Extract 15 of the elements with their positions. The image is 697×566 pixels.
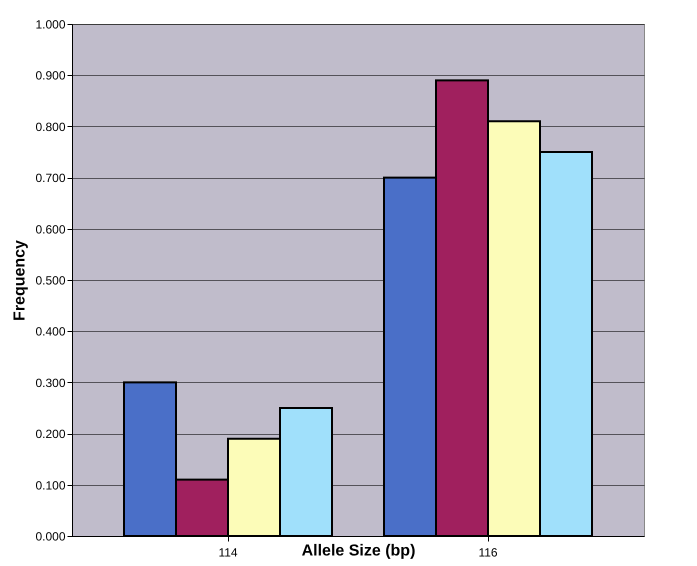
x-tick-label: 116 — [478, 546, 498, 560]
y-tick-label: 0.500 — [35, 274, 66, 288]
y-tick-label: 0.600 — [35, 222, 66, 236]
y-tick-label: 0.100 — [35, 478, 66, 492]
y-tick-label: 0.000 — [35, 530, 66, 544]
y-tick-label: 0.800 — [35, 120, 66, 134]
x-tick-label: 114 — [218, 546, 238, 560]
x-axis-title: Allele Size (bp) — [302, 542, 416, 560]
y-tick-label: 0.300 — [35, 376, 66, 390]
y-axis-title: Frequency — [11, 240, 28, 321]
y-tick-label: 0.200 — [35, 427, 66, 442]
y-tick-label: 0.700 — [35, 171, 66, 186]
y-tick-label: 0.400 — [35, 324, 66, 339]
y-tick-label: 0.900 — [35, 68, 66, 83]
y-tick-label: 1.000 — [35, 18, 66, 32]
